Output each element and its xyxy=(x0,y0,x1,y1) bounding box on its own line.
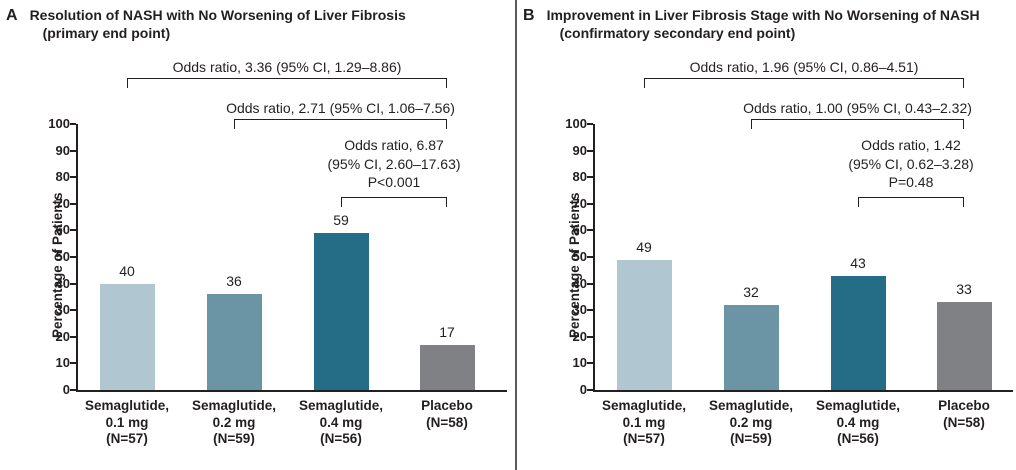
bar xyxy=(99,283,155,390)
panel-divider xyxy=(515,0,517,470)
y-tick xyxy=(70,123,76,125)
comparison-bracket xyxy=(341,197,447,207)
panel-a-title-block: Resolution of NASH with No Worsening of … xyxy=(30,6,406,42)
y-axis-line xyxy=(76,124,78,392)
y-tick-label: 80 xyxy=(572,169,587,185)
y-tick-label: 100 xyxy=(565,116,587,131)
odds-ratio-label: Odds ratio, 1.00 (95% CI, 0.43–2.32) xyxy=(743,100,972,116)
y-tick-label: 70 xyxy=(55,195,70,211)
y-tick-label: 90 xyxy=(572,142,587,158)
bar-value-label: 33 xyxy=(956,281,972,298)
y-tick xyxy=(70,309,76,312)
y-tick xyxy=(587,389,593,391)
y-tick xyxy=(587,176,593,179)
x-category-label: Semaglutide, 0.2 mg (N=59) xyxy=(708,398,794,446)
x-category-label: Semaglutide, 0.4 mg (N=56) xyxy=(815,398,901,446)
y-tick xyxy=(587,362,593,365)
comparison-bracket xyxy=(644,78,964,88)
y-tick-label: 90 xyxy=(55,142,70,158)
panel-a-title: Resolution of NASH with No Worsening of … xyxy=(29,7,406,23)
y-tick xyxy=(70,362,76,365)
y-tick xyxy=(587,229,593,232)
bar-value-label: 49 xyxy=(636,238,652,255)
y-tick-label: 40 xyxy=(572,275,587,291)
y-tick xyxy=(587,123,593,125)
panel-a-subtitle: (primary end point) xyxy=(42,25,171,41)
y-tick xyxy=(70,282,76,285)
panel-b-letter: B xyxy=(523,7,535,24)
comparison-bracket xyxy=(234,119,447,129)
x-axis-line xyxy=(593,390,1013,392)
bar xyxy=(206,294,262,390)
y-tick-label: 20 xyxy=(572,328,587,344)
x-category-label: Placebo (N=58) xyxy=(938,398,990,430)
y-tick xyxy=(587,256,593,258)
y-tick-label: 80 xyxy=(55,169,70,185)
y-tick xyxy=(587,309,593,312)
x-category-label: Placebo (N=58) xyxy=(421,398,473,430)
y-tick-label: 50 xyxy=(572,249,587,264)
panel-b-subtitle: (confirmatory secondary end point) xyxy=(559,25,796,41)
y-tick-label: 10 xyxy=(572,355,587,371)
y-tick-label: 0 xyxy=(62,382,70,397)
bar-value-label: 17 xyxy=(439,323,455,340)
odds-ratio-label: Odds ratio, 2.71 (95% CI, 1.06–7.56) xyxy=(226,100,455,116)
y-tick xyxy=(70,176,76,179)
bar-value-label: 59 xyxy=(333,212,349,229)
bar-value-label: 32 xyxy=(743,283,759,300)
y-tick-label: 100 xyxy=(48,116,70,131)
panel-b-title-block: Improvement in Liver Fibrosis Stage with… xyxy=(547,6,980,42)
y-tick xyxy=(70,335,76,338)
x-category-label: Semaglutide, 0.2 mg (N=59) xyxy=(191,398,277,446)
y-tick-label: 30 xyxy=(572,302,587,318)
odds-ratio-label: Odds ratio, 6.87 (95% CI, 2.60–17.63) P<… xyxy=(327,137,461,190)
y-tick xyxy=(70,256,76,258)
odds-ratio-label: Odds ratio, 1.42 (95% CI, 0.62–3.28) P=0… xyxy=(848,137,974,190)
y-tick-label: 60 xyxy=(572,222,587,238)
panel-a-letter: A xyxy=(6,7,18,24)
panel-a: A Resolution of NASH with No Worsening o… xyxy=(6,6,507,446)
bar xyxy=(313,233,369,390)
odds-ratio-label: Odds ratio, 3.36 (95% CI, 1.29–8.86) xyxy=(172,59,402,75)
x-category-label: Semaglutide, 0.1 mg (N=57) xyxy=(84,398,170,446)
comparison-bracket xyxy=(751,119,964,129)
panel-b-title: Improvement in Liver Fibrosis Stage with… xyxy=(546,7,980,23)
y-axis-line xyxy=(593,124,595,392)
y-tick xyxy=(587,335,593,338)
bar xyxy=(723,304,779,390)
y-tick xyxy=(70,149,76,152)
bar-value-label: 36 xyxy=(226,273,242,290)
y-tick-label: 20 xyxy=(55,328,70,344)
y-tick-label: 0 xyxy=(579,382,587,397)
bar xyxy=(830,275,886,390)
bar-value-label: 43 xyxy=(850,254,866,271)
comparison-bracket xyxy=(858,197,964,207)
y-tick xyxy=(70,202,76,205)
y-tick-label: 50 xyxy=(55,249,70,264)
panel-b: B Improvement in Liver Fibrosis Stage wi… xyxy=(517,0,1016,470)
y-tick xyxy=(587,202,593,205)
bar xyxy=(936,302,992,390)
panel-a-header: A Resolution of NASH with No Worsening o… xyxy=(6,6,406,42)
y-tick-label: 40 xyxy=(55,275,70,291)
x-category-label: Semaglutide, 0.4 mg (N=56) xyxy=(298,398,384,446)
bar-value-label: 40 xyxy=(119,262,135,279)
y-tick-label: 30 xyxy=(55,302,70,318)
y-tick xyxy=(70,389,76,391)
y-tick-label: 70 xyxy=(572,195,587,211)
odds-ratio-label: Odds ratio, 1.96 (95% CI, 0.86–4.51) xyxy=(689,59,919,75)
y-tick xyxy=(587,149,593,152)
comparison-bracket xyxy=(127,78,447,88)
x-category-label: Semaglutide, 0.1 mg (N=57) xyxy=(601,398,687,446)
y-tick xyxy=(587,282,593,285)
bar xyxy=(616,259,672,390)
y-tick xyxy=(70,229,76,232)
x-axis-line xyxy=(76,390,507,392)
panel-b-header: B Improvement in Liver Fibrosis Stage wi… xyxy=(523,6,980,42)
y-tick-label: 60 xyxy=(55,222,70,238)
bar xyxy=(419,344,475,390)
y-tick-label: 10 xyxy=(55,355,70,371)
